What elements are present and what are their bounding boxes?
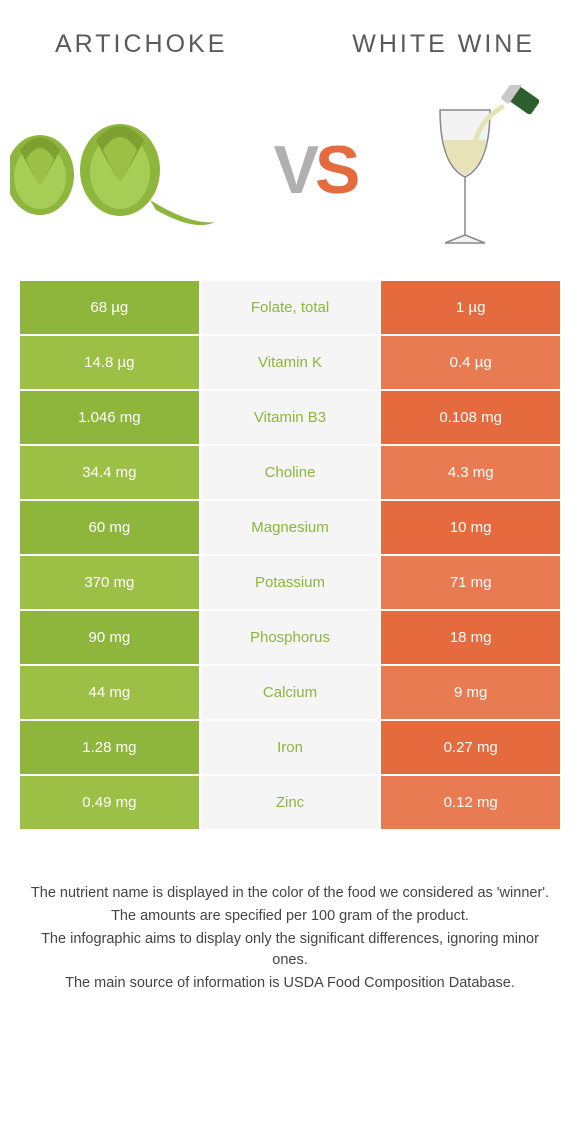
footnotes: The nutrient name is displayed in the co…: [0, 831, 580, 994]
nutrient-name: Iron: [201, 721, 382, 776]
table-row: 60 mgMagnesium10 mg: [20, 501, 560, 556]
right-value: 0.27 mg: [381, 721, 560, 776]
nutrient-name: Folate, total: [201, 281, 382, 336]
table-row: 34.4 mgCholine4.3 mg: [20, 446, 560, 501]
nutrient-name: Zinc: [201, 776, 382, 831]
left-value: 1.28 mg: [20, 721, 201, 776]
table-row: 44 mgCalcium9 mg: [20, 666, 560, 721]
nutrient-name: Vitamin B3: [201, 391, 382, 446]
table-row: 68 µgFolate, total1 µg: [20, 281, 560, 336]
product-title-left: ARTICHOKE: [55, 30, 227, 59]
table-row: 1.28 mgIron0.27 mg: [20, 721, 560, 776]
footnote-line: The infographic aims to display only the…: [22, 929, 558, 971]
nutrient-name: Phosphorus: [201, 611, 382, 666]
vs-v: V: [274, 131, 315, 209]
header-row: ARTICHOKE WHITE WINE: [0, 0, 580, 69]
left-value: 14.8 µg: [20, 336, 201, 391]
right-value: 4.3 mg: [381, 446, 560, 501]
left-value: 44 mg: [20, 666, 201, 721]
right-value: 0.108 mg: [381, 391, 560, 446]
vs-s: S: [315, 131, 356, 209]
vs-label: VS: [274, 131, 357, 209]
left-value: 370 mg: [20, 556, 201, 611]
wine-image: [410, 85, 540, 255]
table-row: 1.046 mgVitamin B30.108 mg: [20, 391, 560, 446]
footnote-line: The main source of information is USDA F…: [22, 973, 558, 994]
nutrient-name: Potassium: [201, 556, 382, 611]
right-value: 0.12 mg: [381, 776, 560, 831]
right-value: 18 mg: [381, 611, 560, 666]
right-value: 1 µg: [381, 281, 560, 336]
footnote-line: The amounts are specified per 100 gram o…: [22, 906, 558, 927]
comparison-table: 68 µgFolate, total1 µg14.8 µgVitamin K0.…: [20, 281, 560, 831]
nutrient-name: Choline: [201, 446, 382, 501]
table-row: 14.8 µgVitamin K0.4 µg: [20, 336, 560, 391]
right-value: 71 mg: [381, 556, 560, 611]
left-value: 0.49 mg: [20, 776, 201, 831]
right-value: 9 mg: [381, 666, 560, 721]
product-title-right: WHITE WINE: [352, 30, 535, 59]
footnote-line: The nutrient name is displayed in the co…: [22, 883, 558, 904]
left-value: 60 mg: [20, 501, 201, 556]
left-value: 1.046 mg: [20, 391, 201, 446]
nutrient-name: Vitamin K: [201, 336, 382, 391]
left-value: 90 mg: [20, 611, 201, 666]
nutrient-name: Calcium: [201, 666, 382, 721]
table-row: 370 mgPotassium71 mg: [20, 556, 560, 611]
right-value: 10 mg: [381, 501, 560, 556]
table-row: 90 mgPhosphorus18 mg: [20, 611, 560, 666]
left-value: 68 µg: [20, 281, 201, 336]
image-row: VS: [0, 69, 580, 281]
left-value: 34.4 mg: [20, 446, 201, 501]
right-value: 0.4 µg: [381, 336, 560, 391]
artichoke-image: [10, 95, 220, 245]
table-row: 0.49 mgZinc0.12 mg: [20, 776, 560, 831]
nutrient-name: Magnesium: [201, 501, 382, 556]
